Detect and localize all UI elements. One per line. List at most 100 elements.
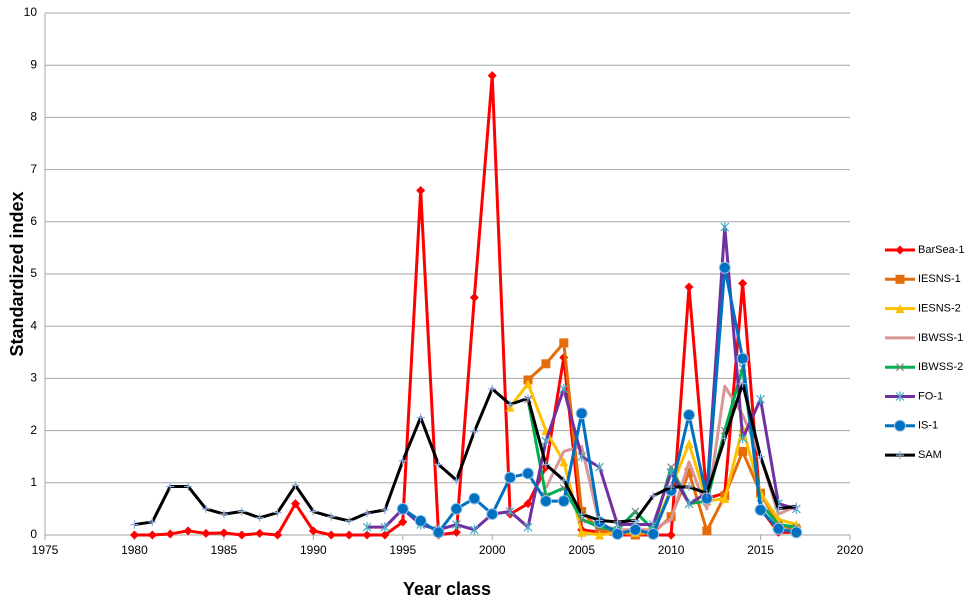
marker xyxy=(738,379,747,388)
marker xyxy=(895,304,905,314)
x-tick-label: 1995 xyxy=(389,543,416,557)
marker xyxy=(577,515,586,524)
x-axis-title: Year class xyxy=(403,579,491,599)
marker xyxy=(595,525,605,535)
marker xyxy=(631,507,640,516)
legend-label: IESNS-2 xyxy=(918,303,961,315)
y-tick-label: 5 xyxy=(30,266,37,280)
marker xyxy=(559,457,569,467)
marker xyxy=(452,476,461,485)
y-tick-label: 3 xyxy=(30,371,37,385)
marker xyxy=(326,530,336,540)
marker xyxy=(202,504,210,513)
y-tick-label: 0 xyxy=(30,527,37,541)
marker xyxy=(380,505,389,514)
marker xyxy=(577,451,587,462)
marker xyxy=(487,71,497,81)
marker xyxy=(559,476,568,485)
marker xyxy=(895,391,905,402)
marker xyxy=(595,516,604,525)
marker xyxy=(559,383,569,394)
y-tick-label: 8 xyxy=(30,110,37,124)
marker xyxy=(219,510,228,519)
marker xyxy=(273,530,283,540)
marker xyxy=(201,528,211,538)
marker xyxy=(896,451,904,460)
marker xyxy=(290,499,300,509)
x-tick-label: 1985 xyxy=(211,543,238,557)
marker xyxy=(523,522,533,533)
marker xyxy=(738,278,748,288)
marker xyxy=(398,456,407,465)
marker xyxy=(895,245,905,255)
marker xyxy=(488,384,497,393)
x-tick-label: 2000 xyxy=(479,543,506,557)
marker xyxy=(255,528,265,538)
marker xyxy=(309,507,318,516)
marker xyxy=(523,379,533,389)
marker xyxy=(522,467,534,480)
marker xyxy=(792,502,801,511)
marker xyxy=(380,522,390,533)
marker xyxy=(524,394,532,403)
x-tick-label: 2015 xyxy=(747,543,774,557)
marker xyxy=(183,526,193,536)
marker xyxy=(649,491,658,500)
marker xyxy=(896,363,904,372)
marker xyxy=(237,530,247,540)
marker xyxy=(451,527,461,537)
marker xyxy=(505,506,515,517)
marker xyxy=(396,502,409,515)
marker xyxy=(683,408,695,421)
marker xyxy=(895,274,905,284)
marker xyxy=(756,452,765,461)
y-tick-label: 4 xyxy=(30,318,37,332)
marker xyxy=(362,522,372,533)
marker xyxy=(684,439,694,449)
marker xyxy=(452,519,461,530)
marker xyxy=(129,530,139,540)
marker xyxy=(738,433,748,444)
x-tick-label: 2010 xyxy=(658,543,685,557)
legend-label: FO-1 xyxy=(918,390,943,402)
marker xyxy=(416,413,425,422)
x-tick-label: 1975 xyxy=(32,543,59,557)
y-tick-label: 7 xyxy=(30,162,37,176)
marker xyxy=(469,524,479,535)
x-tick-label: 2005 xyxy=(568,543,595,557)
marker xyxy=(255,513,264,522)
marker xyxy=(702,526,712,536)
series xyxy=(544,384,797,532)
legend-label: SAM xyxy=(918,449,942,461)
marker xyxy=(559,338,569,348)
marker xyxy=(702,489,711,498)
marker xyxy=(380,530,390,540)
marker xyxy=(166,482,175,491)
marker xyxy=(541,460,550,469)
marker xyxy=(684,282,694,292)
marker xyxy=(506,400,515,409)
marker xyxy=(774,504,783,513)
marker xyxy=(736,352,749,365)
marker xyxy=(148,517,157,526)
series-line xyxy=(544,384,797,532)
marker xyxy=(504,471,517,484)
marker xyxy=(237,507,246,516)
marker xyxy=(647,527,660,540)
marker xyxy=(398,517,408,527)
y-tick-label: 6 xyxy=(30,214,37,228)
marker xyxy=(362,530,372,540)
y-tick-label: 10 xyxy=(24,5,38,19)
marker xyxy=(308,526,318,536)
marker xyxy=(684,498,694,509)
marker xyxy=(541,359,551,369)
marker xyxy=(130,520,139,529)
marker xyxy=(772,522,785,535)
marker xyxy=(611,527,624,540)
marker xyxy=(720,493,730,503)
marker xyxy=(577,527,587,537)
legend-label: IS-1 xyxy=(918,420,938,432)
marker xyxy=(470,427,479,436)
marker xyxy=(756,394,765,405)
